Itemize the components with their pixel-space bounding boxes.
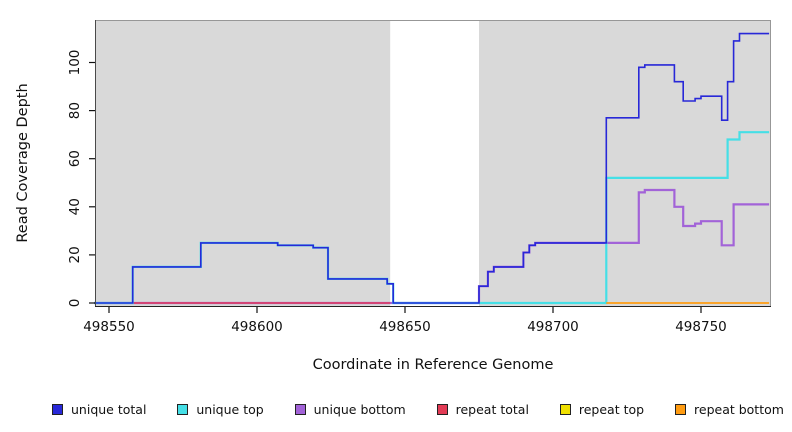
y-tick-label: 100 bbox=[67, 50, 83, 76]
coverage-gap-region bbox=[390, 20, 479, 307]
legend-swatch-icon bbox=[559, 403, 571, 415]
x-tick-label: 498550 bbox=[83, 319, 135, 335]
legend-label: repeat top bbox=[578, 401, 645, 417]
legend-label: unique total bbox=[71, 401, 147, 417]
legend-swatch-icon bbox=[675, 403, 687, 415]
legend-swatch-icon bbox=[52, 403, 63, 415]
legend-label: repeat bottom bbox=[694, 401, 784, 417]
legend-item-repeat-top: repeat top bbox=[559, 401, 645, 417]
legend-swatch-icon bbox=[294, 403, 306, 415]
x-axis-title: Coordinate in Reference Genome bbox=[313, 357, 554, 373]
y-axis-title: Read Coverage Depth bbox=[15, 83, 31, 242]
legend-item-unique-bottom: unique bottom bbox=[294, 401, 406, 417]
legend-label: unique top bbox=[196, 401, 264, 417]
legend-item-unique-top: unique top bbox=[177, 401, 264, 417]
y-tick-label: 60 bbox=[67, 150, 83, 167]
y-tick-label: 0 bbox=[67, 299, 83, 308]
x-tick-label: 498750 bbox=[675, 319, 727, 335]
y-tick-label: 80 bbox=[67, 102, 83, 119]
legend-label: repeat total bbox=[455, 401, 529, 417]
axis-ticks-layer: 498550 498600 498650 498700 498750 0 20 40 60 80 1… bbox=[67, 50, 727, 335]
plot-frame-layer bbox=[95, 20, 771, 307]
x-tick-label: 498650 bbox=[379, 319, 431, 335]
legend-swatch-icon bbox=[436, 403, 448, 415]
legend: unique total unique top unique bottom repea… bbox=[52, 398, 784, 420]
series-layer bbox=[94, 32, 770, 305]
legend-swatch-icon bbox=[177, 403, 189, 415]
plot-canvas: 498550 498600 498650 498700 498750 0 20 40 60 80 1… bbox=[15, 20, 771, 373]
legend-item-unique-total: unique total bbox=[52, 402, 146, 417]
legend-item-repeat-bottom: repeat bottom bbox=[675, 402, 784, 417]
legend-item-repeat-total: repeat total bbox=[436, 401, 529, 417]
plot-background-layer bbox=[95, 20, 771, 307]
y-tick-label: 20 bbox=[67, 246, 83, 263]
legend-label: unique bottom bbox=[313, 401, 406, 417]
x-tick-label: 498600 bbox=[231, 319, 283, 335]
y-tick-label: 40 bbox=[67, 198, 83, 215]
x-tick-label: 498700 bbox=[527, 319, 579, 335]
series-line-unique-total bbox=[94, 32, 770, 304]
